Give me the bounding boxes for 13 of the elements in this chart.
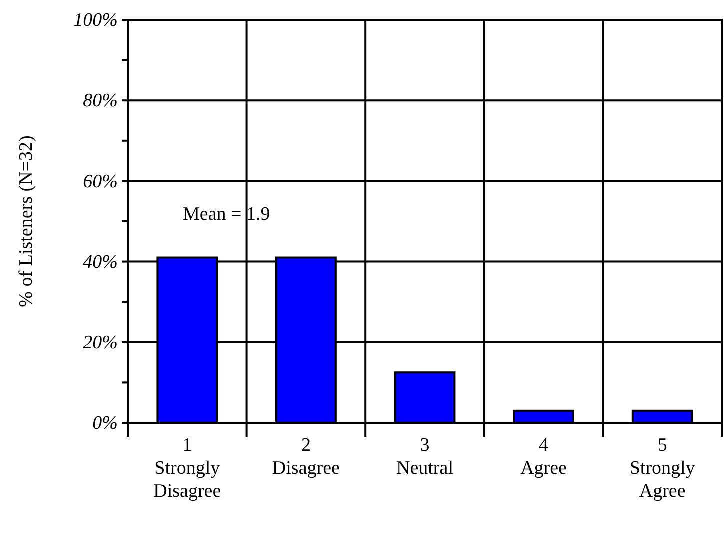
- y-axis-title: % of Listeners (N=32): [16, 136, 37, 308]
- y-tick-label: 60%: [83, 171, 118, 192]
- y-tick-label: 100%: [74, 10, 118, 32]
- y-tick-label: 40%: [83, 252, 118, 273]
- x-tick-label: 3 Neutral: [396, 435, 454, 479]
- x-tick-label: 1 Strongly Disagree: [154, 435, 222, 502]
- y-tick-label: 20%: [83, 332, 118, 354]
- annotation: Mean = 1.9: [183, 204, 270, 225]
- y-tick-label: 80%: [83, 90, 118, 112]
- y-tick-label: 0%: [92, 413, 118, 434]
- x-tick-label: 2 Disagree: [272, 435, 340, 479]
- x-tick-label: 5 Strongly Agree: [630, 435, 696, 502]
- x-tick-label: 4 Agree: [520, 435, 568, 479]
